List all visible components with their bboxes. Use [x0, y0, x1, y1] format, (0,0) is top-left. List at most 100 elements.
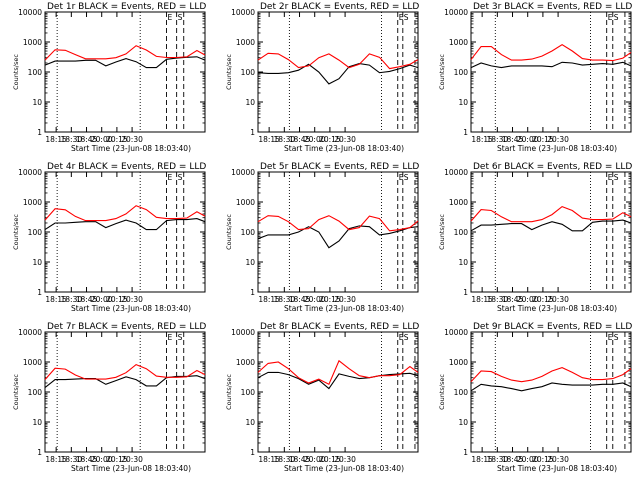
lld-series-line — [257, 52, 419, 70]
x-tick-label: 18:45 — [502, 135, 524, 144]
detector-panel: Det 1r BLACK = Events, RED = LLD 1 10 100 10… — [12, 2, 206, 153]
x-tick-label: 20:15 — [532, 295, 554, 304]
x-axis-label: Start Time (23-Jun-08 18:03:40) — [284, 144, 404, 153]
x-tick-label: 20:00 — [91, 295, 113, 304]
y-tick-label: 100 — [241, 388, 256, 397]
y-tick-label: 10000 — [444, 168, 468, 177]
panel-title: Det 1r BLACK = Events, RED = LLD — [47, 2, 206, 12]
marker-label: E — [168, 333, 173, 342]
marker-label: E — [608, 333, 613, 342]
x-tick-label: 18:30 — [487, 135, 509, 144]
x-tick-label: 18:30 — [274, 455, 296, 464]
x-tick-label: 18:45 — [76, 295, 98, 304]
y-tick-label: 1000 — [449, 198, 468, 207]
y-tick-label: 100 — [241, 228, 256, 237]
x-tick-label: 18:45 — [76, 455, 98, 464]
x-tick-label: 20:30 — [121, 135, 143, 144]
x-tick-label: 18:15 — [471, 455, 493, 464]
y-tick-label: 1 — [250, 448, 255, 457]
detector-panel: Det 4r BLACK = Events, RED = LLD 1 10 100 10… — [12, 162, 206, 313]
panel-title: Det 2r BLACK = Events, RED = LLD — [260, 2, 419, 12]
plot-frame — [257, 331, 419, 453]
events-series-line — [257, 63, 419, 85]
x-tick-label: 18:15 — [258, 135, 280, 144]
y-tick-label: 10 — [32, 418, 42, 427]
marker-label: S — [614, 13, 619, 22]
y-tick-label: 100 — [454, 228, 469, 237]
x-tick-label: 20:30 — [121, 455, 143, 464]
x-tick-label: 20:15 — [106, 295, 128, 304]
x-tick-label: 20:30 — [334, 295, 356, 304]
panel-title: Det 6r BLACK = Events, RED = LLD — [473, 162, 632, 172]
marker-label: E — [168, 173, 173, 182]
y-tick-label: 1000 — [236, 358, 255, 367]
marker-label: S — [178, 173, 183, 182]
marker-label: E — [608, 173, 613, 182]
y-tick-label: 1000 — [236, 198, 255, 207]
x-tick-label: 18:45 — [76, 135, 98, 144]
x-tick-label: 18:45 — [289, 295, 311, 304]
y-tick-label: 1 — [37, 448, 42, 457]
x-tick-label: 20:15 — [532, 455, 554, 464]
detector-panel: Det 6r BLACK = Events, RED = LLD 1 10 100 10… — [438, 162, 632, 313]
events-series-line — [470, 382, 632, 392]
y-tick-label: 10 — [32, 98, 42, 107]
lld-series-line — [44, 363, 206, 380]
lld-series-line — [470, 205, 632, 223]
y-tick-label: 10 — [32, 258, 42, 267]
y-axis-label: Counts/sec — [225, 54, 233, 90]
lld-series-line — [44, 45, 206, 61]
y-tick-label: 1000 — [23, 38, 42, 47]
x-tick-label: 18:30 — [274, 295, 296, 304]
events-series-line — [257, 225, 419, 249]
events-series-line — [470, 219, 632, 232]
x-tick-label: 18:15 — [258, 455, 280, 464]
plot-frame — [257, 11, 419, 133]
y-tick-label: 10000 — [18, 168, 42, 177]
marker-label: S — [178, 333, 183, 342]
x-tick-label: 20:00 — [517, 135, 539, 144]
x-tick-label: 20:30 — [547, 135, 569, 144]
x-tick-label: 18:30 — [487, 295, 509, 304]
x-tick-label: 20:15 — [319, 295, 341, 304]
y-axis-label: Counts/sec — [12, 54, 20, 90]
detector-panel: Det 9r BLACK = Events, RED = LLD 1 10 100 10… — [438, 322, 632, 473]
plot-frame — [44, 331, 206, 453]
x-axis-label: Start Time (23-Jun-08 18:03:40) — [284, 304, 404, 313]
lld-series-line — [470, 367, 632, 383]
y-tick-label: 1000 — [449, 38, 468, 47]
y-axis-label: Counts/sec — [12, 374, 20, 410]
x-tick-label: 20:00 — [91, 135, 113, 144]
x-tick-label: 20:30 — [547, 295, 569, 304]
x-tick-label: 20:15 — [532, 135, 554, 144]
events-series-line — [44, 375, 206, 389]
marker-label: E — [608, 13, 613, 22]
x-tick-label: 20:00 — [517, 295, 539, 304]
lld-series-line — [257, 359, 419, 386]
x-tick-label: 18:45 — [289, 135, 311, 144]
lld-series-line — [44, 205, 206, 222]
events-series-line — [44, 56, 206, 69]
x-tick-label: 20:15 — [319, 135, 341, 144]
x-tick-label: 18:45 — [502, 295, 524, 304]
lld-series-line — [470, 43, 632, 62]
y-axis-label: Counts/sec — [225, 374, 233, 410]
marker-label: S — [178, 13, 183, 22]
y-tick-label: 1000 — [449, 358, 468, 367]
lld-series-line — [257, 215, 419, 232]
y-tick-label: 100 — [454, 388, 469, 397]
panel-title: Det 5r BLACK = Events, RED = LLD — [260, 162, 419, 172]
x-tick-label: 20:15 — [106, 135, 128, 144]
x-axis-label: Start Time (23-Jun-08 18:03:40) — [497, 144, 617, 153]
x-tick-label: 20:30 — [334, 135, 356, 144]
y-tick-label: 1 — [463, 448, 468, 457]
y-axis-label: Counts/sec — [12, 214, 20, 250]
marker-label: S — [614, 173, 619, 182]
x-tick-label: 18:45 — [502, 455, 524, 464]
x-tick-label: 20:00 — [304, 455, 326, 464]
events-series-line — [470, 61, 632, 69]
panel-title: Det 4r BLACK = Events, RED = LLD — [47, 162, 206, 172]
x-tick-label: 18:30 — [487, 455, 509, 464]
x-tick-label: 18:45 — [289, 455, 311, 464]
y-tick-label: 10000 — [231, 328, 255, 337]
